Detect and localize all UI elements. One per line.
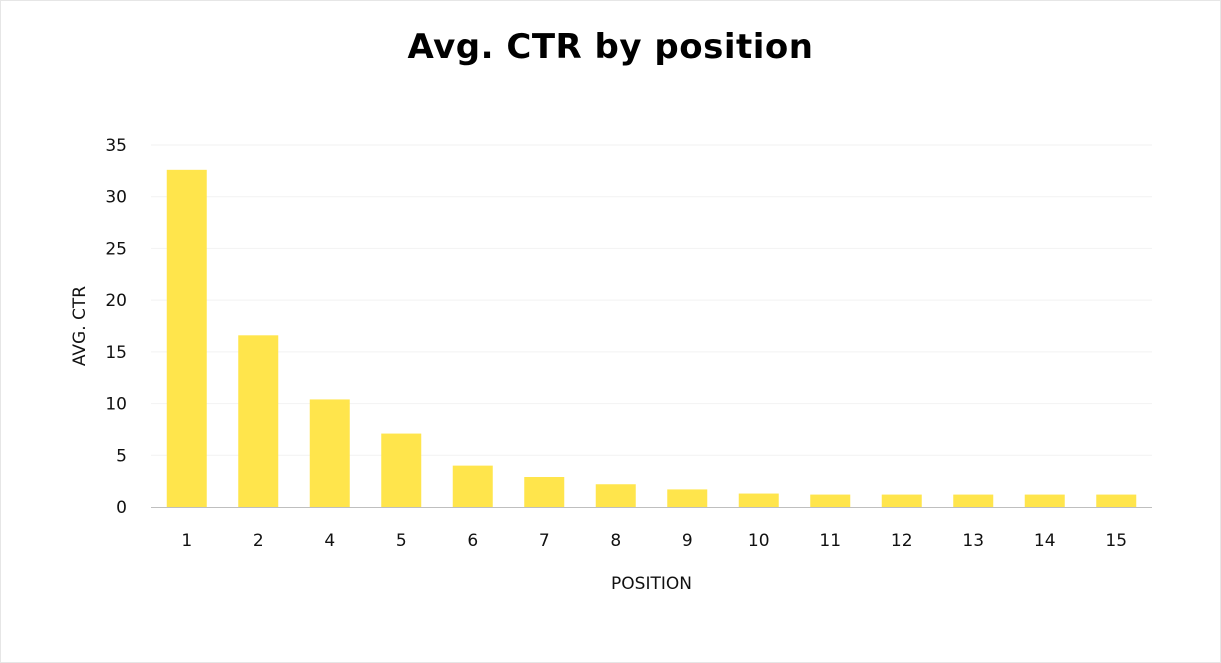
bar-position-8 [595,484,636,507]
bar-position-6 [452,465,493,507]
x-tick-label: 8 [610,531,621,551]
x-tick-label: 13 [962,531,984,551]
bar-position-7 [524,477,565,507]
x-tick-label: 5 [396,531,407,551]
y-tick-label: 10 [105,395,127,415]
x-tick-label: 4 [324,531,335,551]
y-tick-label: 5 [116,446,127,466]
x-tick-label: 2 [253,531,264,551]
y-tick-label: 30 [105,188,127,208]
bar-position-5 [381,433,422,507]
x-tick-label: 9 [682,531,693,551]
x-axis-label: POSITION [611,574,692,594]
x-tick-labels: 1 2 4 5 6 7 8 9 10 11 12 13 14 15 [181,531,1127,551]
x-tick-label: 14 [1034,531,1056,551]
y-tick-label: 0 [116,498,127,518]
x-tick-label: 1 [181,531,192,551]
y-tick-label: 25 [105,239,127,259]
bar-position-1 [166,169,207,507]
bar-position-14 [1024,494,1065,507]
y-tick-labels: 0 5 10 15 20 25 30 35 [105,136,127,518]
bar-position-15 [1096,494,1137,507]
x-tick-label: 10 [748,531,770,551]
bars [166,169,1137,507]
bar-position-13 [953,494,994,507]
x-tick-label: 7 [539,531,550,551]
bar-position-11 [810,494,851,507]
x-tick-label: 15 [1105,531,1127,551]
bar-position-9 [667,489,708,507]
bar-position-12 [881,494,922,507]
y-tick-label: 15 [105,343,127,363]
y-axis-label: AVG. CTR [70,286,90,366]
x-tick-label: 12 [891,531,913,551]
y-tick-label: 35 [105,136,127,156]
bar-position-2 [238,335,279,507]
chart-title: Avg. CTR by position [407,27,814,67]
bar-position-10 [738,493,779,507]
x-tick-label: 11 [819,531,841,551]
y-tick-label: 20 [105,291,127,311]
bar-position-4 [309,399,350,507]
x-tick-label: 6 [467,531,478,551]
gridlines [151,144,1152,456]
